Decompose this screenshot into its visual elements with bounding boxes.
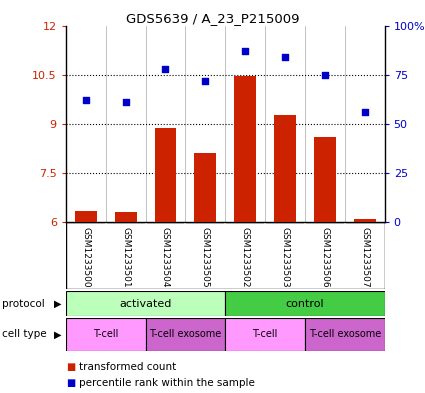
Text: GSM1233503: GSM1233503 bbox=[280, 228, 289, 288]
Bar bbox=[194, 152, 216, 222]
Text: ▶: ▶ bbox=[54, 329, 62, 340]
Text: transformed count: transformed count bbox=[79, 362, 176, 373]
Text: T-cell: T-cell bbox=[252, 329, 278, 340]
Text: GSM1233507: GSM1233507 bbox=[360, 228, 369, 288]
Bar bbox=[145, 318, 225, 351]
Text: control: control bbox=[286, 299, 324, 309]
Text: GSM1233504: GSM1233504 bbox=[161, 228, 170, 288]
Bar bbox=[225, 291, 385, 316]
Point bbox=[162, 66, 169, 72]
Bar bbox=[155, 128, 176, 222]
Text: GSM1233501: GSM1233501 bbox=[121, 228, 130, 288]
Bar bbox=[305, 318, 385, 351]
Bar bbox=[314, 137, 336, 222]
Bar bbox=[66, 318, 145, 351]
Bar bbox=[75, 211, 97, 222]
Bar bbox=[274, 115, 296, 222]
Text: GSM1233506: GSM1233506 bbox=[320, 228, 329, 288]
Text: GDS5639 / A_23_P215009: GDS5639 / A_23_P215009 bbox=[126, 12, 299, 25]
Point bbox=[321, 72, 328, 78]
Point bbox=[242, 48, 249, 54]
Text: cell type: cell type bbox=[2, 329, 47, 340]
Text: ■: ■ bbox=[66, 362, 75, 373]
Bar bbox=[354, 219, 376, 222]
Bar bbox=[66, 291, 225, 316]
Text: GSM1233502: GSM1233502 bbox=[241, 228, 249, 288]
Text: GSM1233505: GSM1233505 bbox=[201, 228, 210, 288]
Point bbox=[282, 54, 289, 60]
Text: T-cell: T-cell bbox=[93, 329, 119, 340]
Text: activated: activated bbox=[119, 299, 172, 309]
Bar bbox=[115, 211, 136, 222]
Point bbox=[122, 99, 129, 105]
Point bbox=[82, 97, 89, 103]
Text: T-cell exosome: T-cell exosome bbox=[149, 329, 221, 340]
Text: ▶: ▶ bbox=[54, 299, 62, 309]
Bar bbox=[234, 75, 256, 222]
Point bbox=[202, 77, 209, 84]
Text: GSM1233500: GSM1233500 bbox=[81, 228, 90, 288]
Text: protocol: protocol bbox=[2, 299, 45, 309]
Text: percentile rank within the sample: percentile rank within the sample bbox=[79, 378, 255, 388]
Bar bbox=[225, 318, 305, 351]
Text: ■: ■ bbox=[66, 378, 75, 388]
Text: T-cell exosome: T-cell exosome bbox=[309, 329, 381, 340]
Point bbox=[361, 109, 368, 115]
